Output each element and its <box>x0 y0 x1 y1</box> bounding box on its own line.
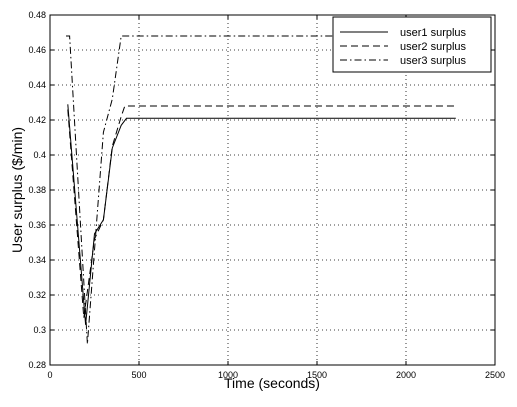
axis-ticks <box>49 14 496 366</box>
y-tick-label: 0.42 <box>28 115 46 125</box>
y-tick-label: 0.34 <box>28 255 46 265</box>
x-tick-label: 500 <box>131 370 146 380</box>
series-line-user3 <box>66 35 456 345</box>
y-tick-label: 0.36 <box>28 220 46 230</box>
y-tick-label: 0.44 <box>28 80 46 90</box>
y-tick-label: 0.46 <box>28 45 46 55</box>
legend-box <box>332 16 492 73</box>
x-axis-label: Time (seconds) <box>224 375 320 391</box>
legend: user1 surplus user2 surplus user3 surplus <box>332 16 492 73</box>
plot-area <box>50 15 495 365</box>
axis-tick-labels: 0 500 1000 1500 2000 2500 0.28 0.3 0.32 0.34 0.36 0… <box>28 10 505 380</box>
y-tick-label: 0.3 <box>33 325 46 335</box>
y-tick-label: 0.28 <box>28 360 46 370</box>
y-tick-label: 0.4 <box>33 150 46 160</box>
x-tick-label: 1500 <box>307 370 327 380</box>
y-tick-label: 0.32 <box>28 290 46 300</box>
legend-label-user1: user1 surplus <box>400 27 467 39</box>
x-tick-label: 0 <box>47 370 52 380</box>
y-tick-label: 0.38 <box>28 185 46 195</box>
series-line-user2 <box>67 105 456 318</box>
x-tick-label: 2000 <box>396 370 416 380</box>
y-tick-label: 0.48 <box>28 10 46 20</box>
series-layer <box>66 35 456 345</box>
legend-label-user2: user2 surplus <box>400 41 467 53</box>
x-tick-label: 1000 <box>218 370 238 380</box>
x-tick-label: 2500 <box>485 370 505 380</box>
y-axis-label: User surplus ($/min) <box>9 127 25 253</box>
legend-label-user3: user3 surplus <box>400 55 467 67</box>
